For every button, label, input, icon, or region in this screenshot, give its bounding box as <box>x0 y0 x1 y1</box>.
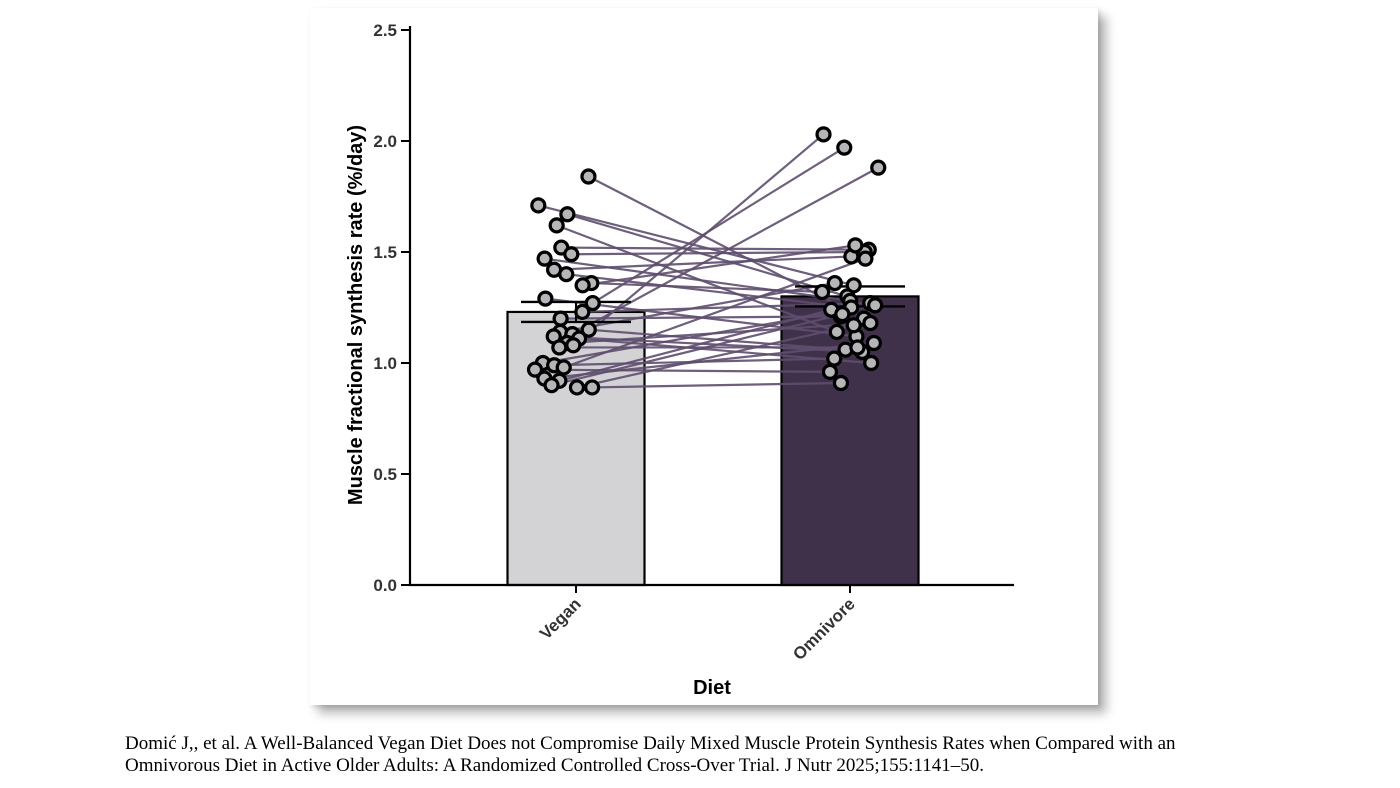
paired-line <box>582 301 871 314</box>
paired-line <box>572 133 825 347</box>
data-point-omnivore <box>847 237 864 254</box>
y-tick-label: 0.0 <box>373 576 397 595</box>
data-point-vegan <box>584 379 601 396</box>
caption-line-2: Omnivorous Diet in Active Older Adults: … <box>125 755 985 776</box>
y-tick-label: 1.5 <box>373 243 397 262</box>
data-point-omnivore <box>849 339 866 356</box>
points-layer <box>526 126 887 396</box>
paired-line <box>551 313 843 387</box>
data-point-vegan <box>580 168 597 185</box>
axes-layer <box>408 26 1014 587</box>
paired-line <box>559 308 832 382</box>
data-point-omnivore <box>826 274 843 292</box>
paired-line <box>592 381 841 389</box>
y-tick-label: 2.0 <box>373 132 397 151</box>
paired-line <box>571 250 865 256</box>
data-point-vegan <box>574 303 591 321</box>
citation-caption: Domić J,, et al. A Well-Balanced Vegan D… <box>125 733 1355 777</box>
data-point-omnivore <box>845 317 862 334</box>
data-point-omnivore <box>821 363 839 380</box>
data-point-omnivore <box>862 314 879 332</box>
x-tick-label-omnivore: Omnivore <box>789 594 859 664</box>
data-point-omnivore <box>828 323 845 341</box>
caption-line-1: Domić J,, et al. A Well-Balanced Vegan D… <box>125 733 1176 754</box>
data-point-vegan <box>555 359 572 376</box>
y-tick-label: 2.5 <box>373 21 397 40</box>
data-point-omnivore <box>832 374 850 392</box>
paired-line <box>571 166 879 336</box>
bar-vegan <box>506 310 646 587</box>
data-point-vegan <box>551 339 568 356</box>
paired-line <box>563 257 866 369</box>
data-point-omnivore <box>863 354 880 372</box>
data-point-vegan <box>565 337 582 354</box>
data-point-vegan <box>548 217 565 234</box>
data-point-vegan <box>558 266 575 283</box>
paired-line <box>538 204 855 287</box>
data-point-omnivore <box>867 297 884 314</box>
y-tick-label: 0.5 <box>373 465 397 484</box>
x-tick-labels-layer: Vegan Omnivore <box>536 594 859 664</box>
bar-chart: 0.0 0.5 1.0 1.5 2.0 2.5 Vegan Omnivore Muscle … <box>345 21 1014 699</box>
data-point-omnivore <box>836 139 853 156</box>
paired-line <box>582 244 856 287</box>
data-point-vegan <box>580 321 597 338</box>
figure-card: 0.0 0.5 1.0 1.5 2.0 2.5 Vegan Omnivore Muscle … <box>310 8 1098 705</box>
data-point-omnivore <box>865 334 882 352</box>
paired-lines-layer <box>535 133 879 389</box>
paired-line <box>592 146 845 304</box>
y-ticks-layer: 0.0 0.5 1.0 1.5 2.0 2.5 <box>373 21 851 595</box>
data-point-omnivore <box>834 306 851 323</box>
data-point-omnivore <box>857 250 874 267</box>
data-point-omnivore <box>826 350 843 367</box>
data-point-vegan <box>537 290 554 307</box>
data-point-vegan <box>584 294 601 312</box>
y-axis-title: Muscle fractional synthesis rate (%/day) <box>345 125 367 505</box>
paired-line <box>535 368 830 373</box>
x-axis-title: Diet <box>693 677 731 699</box>
data-point-omnivore <box>870 159 887 176</box>
data-point-vegan <box>536 250 553 267</box>
paired-line <box>559 281 835 334</box>
data-point-vegan <box>563 246 580 263</box>
y-tick-label: 1.0 <box>373 354 397 373</box>
data-point-vegan <box>574 277 591 294</box>
paired-line <box>591 281 823 294</box>
x-tick-label-vegan: Vegan <box>536 594 585 643</box>
paired-line <box>544 257 851 302</box>
data-point-omnivore <box>815 126 832 143</box>
data-point-omnivore <box>814 283 831 301</box>
data-point-vegan <box>568 379 586 396</box>
data-point-vegan <box>559 206 576 223</box>
data-point-vegan <box>530 197 547 214</box>
paired-line <box>576 324 854 389</box>
paired-line <box>561 246 869 251</box>
data-point-vegan <box>552 310 569 327</box>
data-point-vegan <box>526 361 544 378</box>
paired-line <box>542 304 876 365</box>
data-point-vegan <box>543 377 560 394</box>
